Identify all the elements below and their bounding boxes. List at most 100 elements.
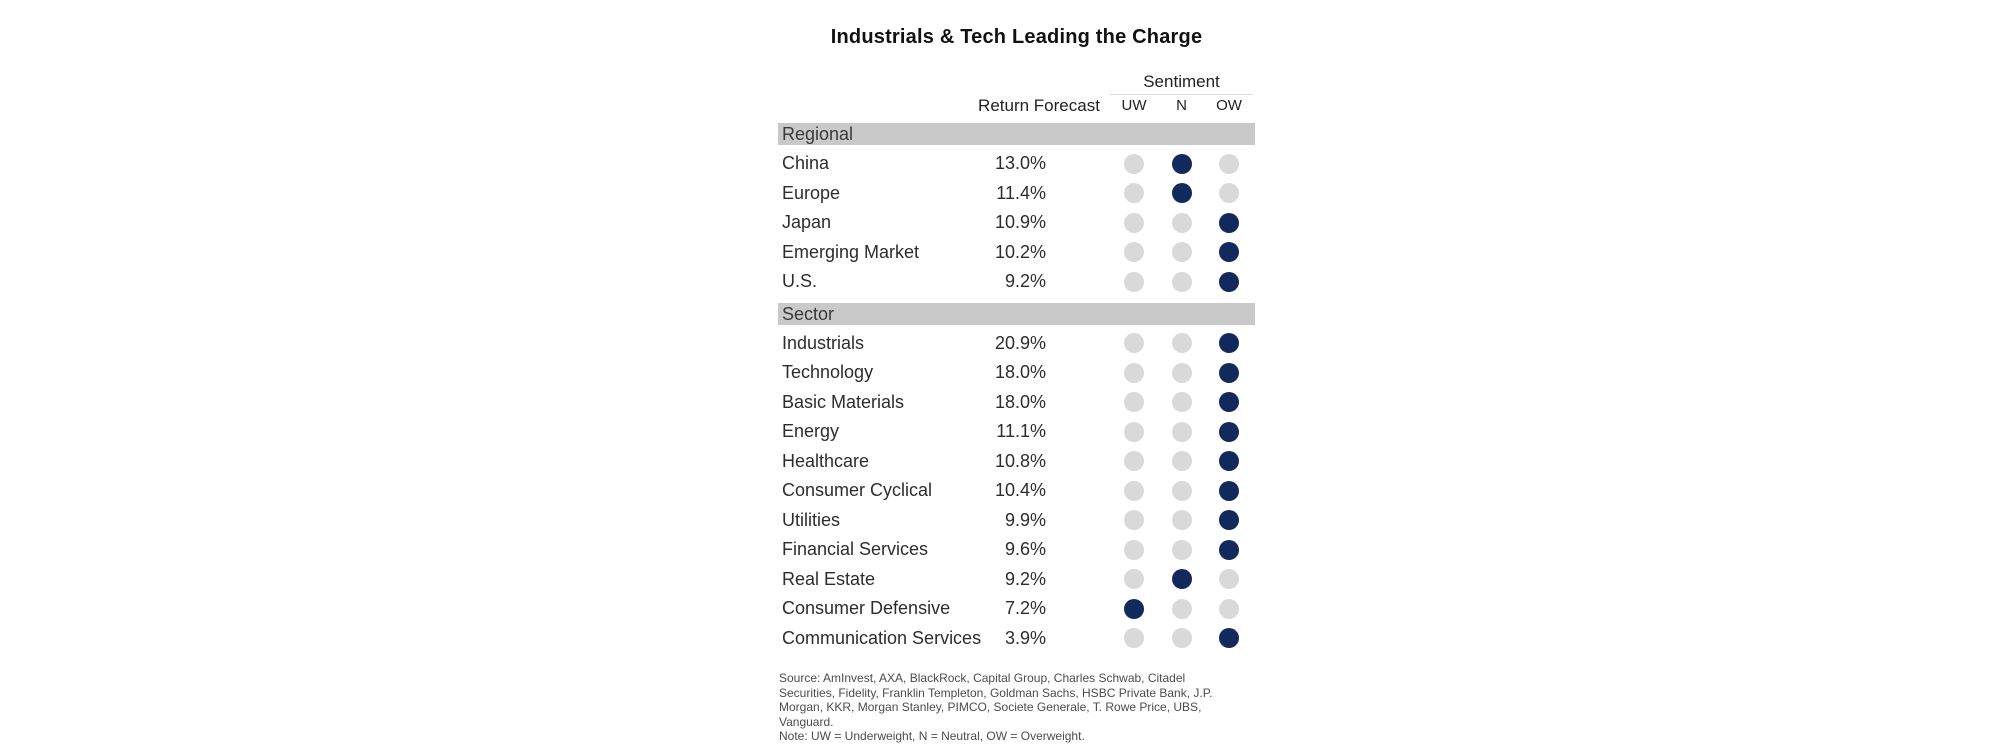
sentiment-dot-n: [1171, 242, 1192, 263]
row-label: Japan: [782, 212, 832, 233]
sentiment-dot-n: [1171, 421, 1192, 442]
table-row: Energy 11.1%: [778, 417, 1255, 447]
sentiment-cell-uw: [1110, 510, 1158, 531]
return-forecast-value: 18.0%: [994, 362, 1046, 383]
row-label: Healthcare: [782, 450, 870, 471]
return-forecast-value: 11.1%: [996, 421, 1046, 442]
row-label: Communication Services: [782, 627, 982, 648]
row-label: Consumer Cyclical: [782, 480, 933, 501]
sentiment-cell-ow: [1205, 271, 1253, 292]
sentiment-cell-uw: [1110, 598, 1158, 619]
sentiment-level-header-ow: OW: [1216, 97, 1242, 114]
sentiment-cell-n: [1158, 242, 1205, 263]
sentiment-dot-uw: [1124, 628, 1144, 649]
table-row: Consumer Cyclical 10.4%: [778, 476, 1255, 506]
row-label: Real Estate: [782, 568, 876, 589]
sentiment-dot-n: [1171, 392, 1192, 413]
return-forecast-value: 9.6%: [1004, 539, 1046, 560]
row-label: Basic Materials: [782, 391, 905, 412]
table-row: Communication Services 3.9%: [778, 624, 1255, 654]
note-text: Note: UW = Underweight, N = Neutral, OW …: [779, 729, 1085, 743]
sentiment-dot-uw: [1124, 451, 1144, 472]
sentiment-cell-uw: [1110, 271, 1158, 292]
return-forecast-value: 10.4%: [994, 480, 1046, 501]
sentiment-dot-ow-selected: [1219, 510, 1239, 531]
sentiment-dot-ow: [1219, 153, 1239, 174]
sentiment-dot-ow-selected: [1219, 539, 1239, 560]
sentiment-cell-n: [1158, 212, 1205, 233]
sentiment-dot-n: [1171, 271, 1192, 292]
table-row: Healthcare 10.8%: [778, 447, 1255, 477]
table-row: Utilities 9.9%: [778, 506, 1255, 536]
sentiment-cell-uw: [1110, 569, 1158, 590]
sentiment-dot-uw: [1124, 212, 1144, 233]
sentiment-dot-uw: [1124, 392, 1144, 413]
sentiment-cell-uw: [1110, 392, 1158, 413]
table-row: China 13.0%: [778, 149, 1255, 179]
sentiment-cell-n: [1158, 183, 1205, 204]
sentiment-dot-uw: [1124, 510, 1144, 531]
return-forecast-value: 10.9%: [994, 212, 1046, 233]
sentiment-dot-ow-selected: [1219, 242, 1239, 263]
sentiment-cell-uw: [1110, 242, 1158, 263]
sentiment-cell-n: [1158, 421, 1205, 442]
sentiment-cell-uw: [1110, 480, 1158, 501]
group-header-regional: Regional: [778, 123, 1255, 145]
sentiment-cell-ow: [1205, 362, 1253, 383]
sentiment-cell-n: [1158, 333, 1205, 354]
chart-title: Industrials & Tech Leading the Charge: [830, 26, 1203, 48]
sentiment-dot-ow-selected: [1219, 333, 1239, 354]
sentiment-dot-uw-selected: [1124, 598, 1144, 619]
table-row: Real Estate 9.2%: [778, 565, 1255, 595]
row-label: Europe: [782, 182, 841, 203]
table-row: Emerging Market 10.2%: [778, 238, 1255, 268]
sentiment-cell-n: [1158, 362, 1205, 383]
table-row: Financial Services 9.6%: [778, 535, 1255, 565]
sentiment-cell-ow: [1205, 333, 1253, 354]
row-label: Technology: [782, 362, 874, 383]
table-row: Technology 18.0%: [778, 358, 1255, 388]
sentiment-level-header-n: N: [1176, 97, 1187, 114]
sentiment-dot-ow: [1219, 598, 1239, 619]
sentiment-cell-n: [1158, 271, 1205, 292]
sentiment-dot-ow-selected: [1219, 480, 1239, 501]
table-header: Sentiment Return Forecast UW N OW: [778, 70, 1255, 117]
sentiment-cell-n: [1158, 451, 1205, 472]
sentiment-dot-n: [1171, 628, 1192, 649]
sentiment-dot-n: [1171, 539, 1192, 560]
sentiment-dot-ow-selected: [1219, 362, 1239, 383]
sentiment-cell-uw: [1110, 421, 1158, 442]
sentiment-cell-n: [1158, 510, 1205, 531]
row-label: Industrials: [782, 332, 865, 353]
sentiment-cell-ow: [1205, 569, 1253, 590]
sentiment-cell-n: [1158, 569, 1205, 590]
sentiment-cell-ow: [1205, 628, 1253, 649]
sentiment-dot-uw: [1124, 333, 1144, 354]
table-body: Regional China 13.0% Europe 11.4% Japan 10.9% E…: [778, 123, 1255, 653]
row-label: Utilities: [782, 509, 841, 530]
table-row: Consumer Defensive 7.2%: [778, 594, 1255, 624]
return-forecast-value: 9.2%: [1004, 568, 1046, 589]
sentiment-dot-ow-selected: [1219, 212, 1239, 233]
sentiment-dot-uw: [1124, 362, 1144, 383]
sentiment-dot-n: [1171, 598, 1192, 619]
row-label: Financial Services: [782, 539, 929, 560]
sentiment-cell-ow: [1205, 183, 1253, 204]
row-label: China: [782, 153, 830, 174]
row-label: Emerging Market: [782, 241, 920, 262]
sentiment-dot-n: [1171, 451, 1192, 472]
return-forecast-column-header: Return Forecast: [978, 96, 1100, 115]
sentiment-column-header: Sentiment: [1110, 70, 1253, 95]
sentiment-dot-ow-selected: [1219, 271, 1239, 292]
sentiment-cell-ow: [1205, 212, 1253, 233]
table-row: Basic Materials 18.0%: [778, 388, 1255, 418]
sentiment-dot-ow: [1219, 569, 1239, 590]
sentiment-cell-n: [1158, 628, 1205, 649]
return-forecast-value: 11.4%: [996, 182, 1046, 203]
return-forecast-value: 9.2%: [1004, 271, 1046, 292]
table-row: U.S. 9.2%: [778, 267, 1255, 297]
group-header-sector: Sector: [778, 302, 1255, 325]
sentiment-cell-n: [1158, 480, 1205, 501]
sentiment-dot-ow-selected: [1219, 451, 1239, 472]
sentiment-dot-n: [1171, 212, 1192, 233]
